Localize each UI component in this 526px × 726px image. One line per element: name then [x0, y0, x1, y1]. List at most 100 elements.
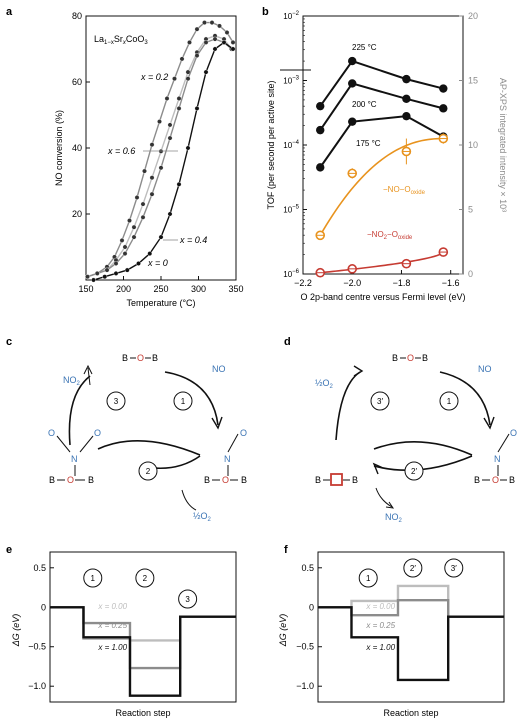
- energy_e-series-path: [50, 606, 236, 642]
- a-xtick-label: 350: [228, 284, 243, 294]
- b-tof-point: [439, 84, 448, 93]
- panel-b-chart: −2.2 −2.0 −1.8 −1.610−610−510−410−310−20510…: [266, 11, 508, 302]
- panel-label-f: f: [284, 544, 288, 556]
- panel-f-frame: [317, 551, 505, 703]
- energy_f-step-label: 2′: [410, 564, 416, 573]
- a-data-point: [167, 135, 173, 141]
- arrow-c-no2-head: [83, 364, 93, 375]
- energy_f-series-path: [318, 606, 504, 682]
- c-no2-label: NO2: [63, 375, 81, 387]
- c-no-label: NO: [212, 364, 226, 374]
- b-ytick-exp: −2: [292, 11, 300, 17]
- energy_f-ytick-label: 0.5: [301, 563, 314, 573]
- c-o2-label: ½O2: [193, 511, 212, 523]
- c-step-2: 2: [146, 467, 151, 476]
- d-right-n: N: [494, 454, 501, 464]
- b-ytick-exp: −3: [292, 76, 300, 82]
- a-data-point: [230, 40, 236, 45]
- c-step-2-circle: [138, 461, 158, 481]
- b-tof-line: [319, 82, 444, 131]
- a-data-point: [179, 56, 185, 62]
- energy_e-series-label: x = 1.00: [97, 643, 127, 652]
- a-data-point: [85, 274, 90, 280]
- d-step-2: 2′: [411, 467, 417, 476]
- panel-a-xlabel: Temperature (°C): [126, 298, 195, 308]
- a-data-point: [212, 46, 218, 52]
- c-left-o-sub: O: [67, 475, 74, 485]
- a-data-point: [113, 270, 119, 276]
- d-right-o-sub: O: [492, 475, 499, 485]
- a-data-point: [136, 261, 141, 266]
- a-ytick-label: 20: [72, 209, 82, 219]
- c-left-bond-o1: [56, 435, 71, 453]
- energy_f-ytick-label: −0.5: [296, 642, 314, 652]
- panel-a-chart: La1−xSrxCoO3 150 200 250 300 350 20 40 60 80 x =…: [54, 11, 244, 308]
- energy_f-ytick-label: −1.0: [296, 681, 314, 691]
- d-right-b2: B: [509, 475, 515, 485]
- a-data-point: [134, 195, 140, 200]
- energy_e-ytick-label: −1.0: [28, 681, 46, 691]
- a-data-point: [158, 234, 164, 240]
- d-left-b2: B: [352, 475, 358, 485]
- b-xtick-label: −1.8: [393, 278, 411, 288]
- a-data-point: [147, 251, 153, 257]
- energy_f-series-label: x = 0.25: [365, 621, 395, 630]
- a-data-point: [119, 237, 125, 243]
- b-ytick-base: 10: [283, 270, 292, 279]
- a-data-point: [113, 261, 119, 266]
- arc-d-bottom: [373, 441, 473, 456]
- a-data-point: [217, 23, 222, 29]
- c-right-n: N: [224, 454, 231, 464]
- c-top-b2: B: [152, 353, 158, 363]
- b-tof-label: 175 °C: [356, 139, 381, 148]
- arc-c-bottom: [97, 440, 201, 456]
- energy_e-ytick-label: 0: [41, 602, 46, 612]
- panel-b-ylabel: TOF (per second per active site): [266, 81, 276, 210]
- panel-a-compound: La1−xSrxCoO3: [94, 34, 148, 46]
- panel-c-cycle: B O B 3 1 2 NO NO2 ½O2 O O N B O B O N B: [48, 353, 247, 523]
- c-top-o: O: [137, 353, 144, 363]
- panel-label-b: b: [262, 6, 269, 18]
- b-xtick-label: −1.6: [442, 278, 460, 288]
- b-ytick-label: 10−4: [283, 140, 299, 150]
- c-step-3-circle: [106, 391, 126, 411]
- arrow-c-right: [211, 416, 223, 430]
- panel-d-cycle: B O B 3′ 1 2′ NO ½O2 NO2 B B O N B O B: [315, 353, 517, 524]
- a-data-point: [104, 267, 110, 273]
- a-data-point: [142, 168, 147, 174]
- c-right-o: O: [240, 428, 247, 438]
- energy_f-ytick-label: 0: [309, 602, 314, 612]
- d-o2-label: ½O2: [315, 378, 334, 390]
- panel-label-d: d: [284, 336, 291, 348]
- a-data-point: [224, 30, 230, 35]
- a-data-point: [203, 69, 209, 75]
- c-right-o-sub: O: [222, 475, 229, 485]
- b-tof-point: [316, 163, 325, 172]
- d-top-b2: B: [422, 353, 428, 363]
- panel-a-ylabel: NO conversion (%): [54, 110, 64, 186]
- a-data-point: [187, 40, 192, 45]
- a-data-point: [122, 244, 128, 250]
- b-y2tick-label: 10: [468, 140, 478, 150]
- d-right-b1: B: [474, 475, 480, 485]
- panel-e-ylabel: ΔG (eV): [11, 614, 21, 648]
- d-right-o: O: [510, 428, 517, 438]
- b-xtick-label: −2.2: [294, 278, 312, 288]
- panel-f-ylabel: ΔG (eV): [278, 614, 288, 648]
- c-left-b1: B: [49, 475, 55, 485]
- a-data-point: [164, 96, 170, 101]
- spacer-c: [90, 365, 94, 374]
- b-tof-point: [439, 104, 448, 113]
- energy_e-series-label: x = 0.25: [97, 621, 127, 630]
- a-data-point: [194, 26, 200, 32]
- a-data-point: [176, 181, 182, 187]
- b-y2tick-label: 5: [468, 205, 473, 215]
- energy_e-series-path: [50, 606, 236, 697]
- a-ytick-label: 80: [72, 11, 82, 21]
- a-xtick-label: 200: [116, 284, 131, 294]
- b-tof-point: [348, 56, 357, 66]
- a-data-point: [212, 36, 218, 42]
- panel-e-xlabel: Reaction step: [115, 708, 170, 718]
- panel-b-y2label: AP-XPS integrated intensity × 10³: [498, 78, 508, 212]
